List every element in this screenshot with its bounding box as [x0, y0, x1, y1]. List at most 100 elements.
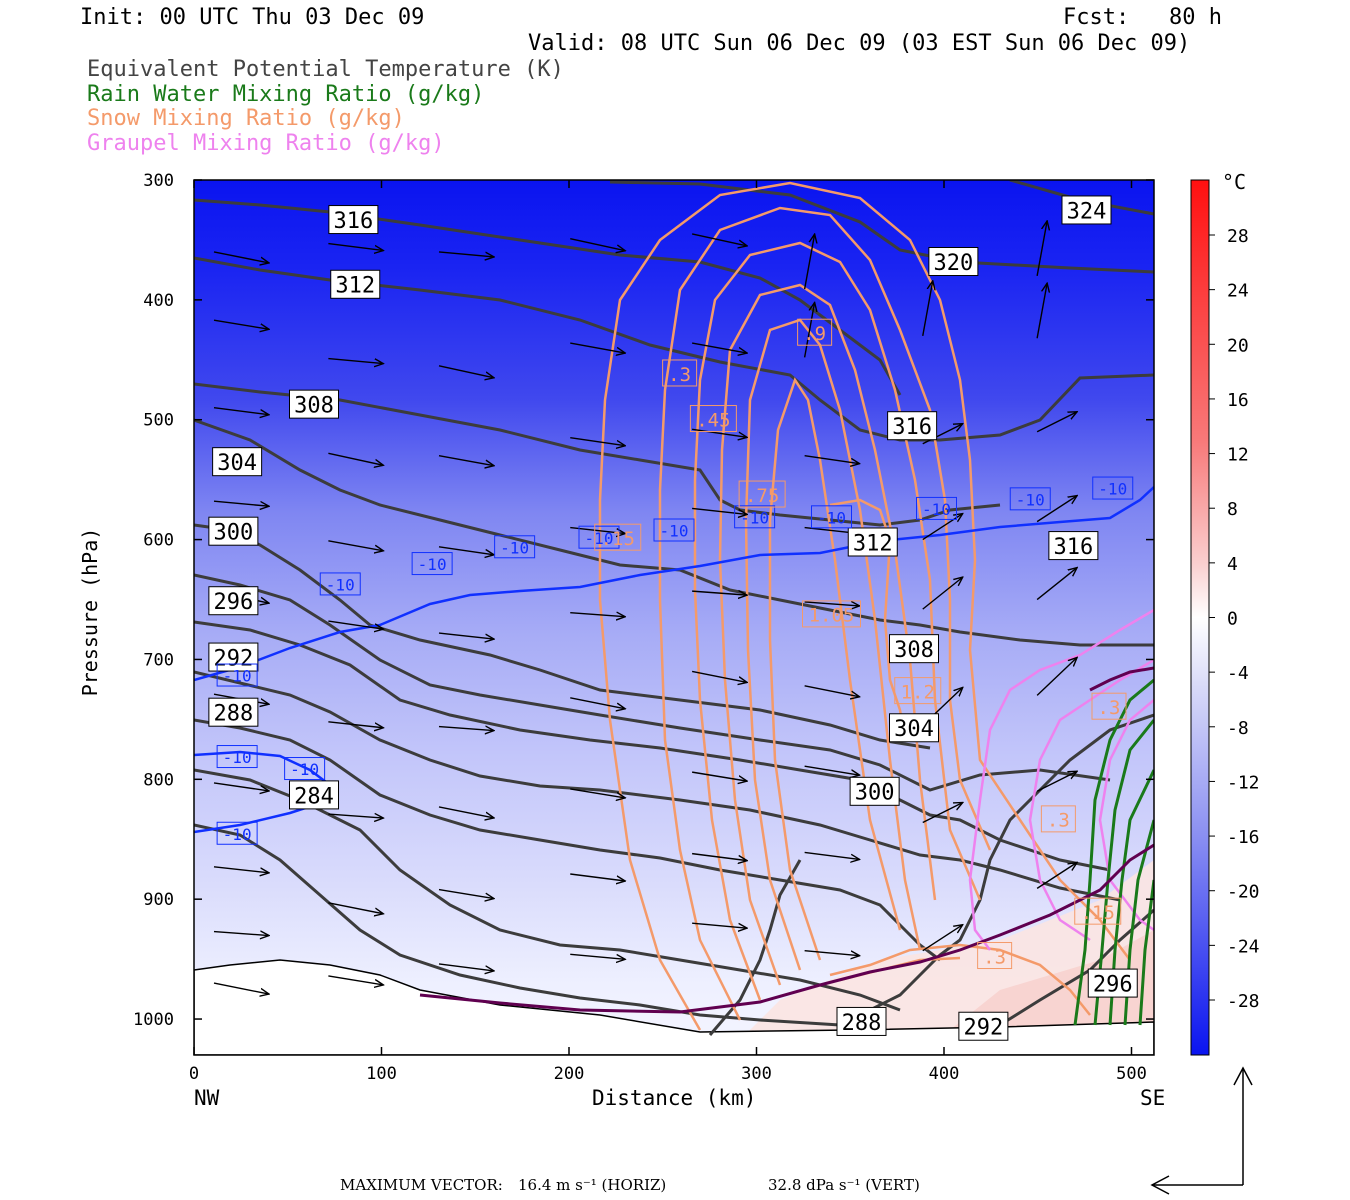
theta-e-label-box [208, 586, 259, 616]
snow-label-box [894, 677, 942, 705]
legend-theta-e: Equivalent Potential Temperature (K) [87, 57, 564, 82]
wind-vector [692, 591, 747, 595]
wind-vector [213, 866, 269, 873]
wind-vector [328, 721, 383, 728]
theta-e-label-box [1048, 531, 1099, 561]
theta-e-label: 308 [294, 394, 334, 419]
wind-vector [1036, 496, 1077, 523]
wind-vector [328, 540, 383, 551]
wind-vector [438, 454, 494, 466]
temp-label-box [216, 745, 258, 769]
temp-label-box [1092, 476, 1134, 500]
max-vector-label: MAXIMUM VECTOR: [340, 1176, 503, 1194]
colorbar-tick-label: -16 [1227, 827, 1260, 848]
colorbar-tick-label: -4 [1227, 663, 1249, 684]
theta-e-label-box [928, 247, 979, 277]
snow-label: .3 [668, 364, 691, 386]
wind-vector [328, 975, 383, 985]
temp-label-box [916, 496, 957, 520]
x-tick-label: 400 [929, 1064, 960, 1084]
wind-vector [570, 697, 625, 709]
wind-vector [213, 251, 269, 263]
wind-vector [692, 771, 747, 781]
wind-vector [922, 802, 963, 824]
temp-label-box [734, 505, 776, 529]
snow-label-box [1040, 805, 1076, 833]
wind-vector [804, 602, 860, 606]
theta-e-label: 284 [294, 784, 334, 809]
wind-vector [570, 788, 625, 798]
freezing-level-contour [419, 843, 1154, 1014]
theta-e-label: 312 [335, 274, 375, 299]
theta-e-label-box [212, 447, 263, 477]
wind-vector [692, 922, 747, 928]
theta-e-label-box [887, 411, 938, 441]
legend-rain: Rain Water Mixing Ratio (g/kg) [87, 82, 485, 107]
wind-vector [803, 302, 815, 358]
wind-vector [438, 963, 494, 971]
snow-label-box [1074, 897, 1122, 925]
wind-vector [570, 148, 625, 153]
theta-e-label-box [330, 269, 381, 299]
theta-e-label: 296 [1093, 972, 1133, 997]
wind-vector [804, 851, 860, 859]
wind-vector [438, 251, 494, 257]
theta-e-label: 312 [853, 531, 893, 556]
temp-label-box [811, 505, 852, 529]
warm-shading-core [950, 930, 1154, 1030]
wind-vector [328, 814, 383, 818]
snow-label-box [594, 523, 642, 551]
theta-e-label-box [1061, 195, 1112, 225]
theta-e-label-box [208, 516, 259, 546]
y-axis-title: Pressure (hPa) [78, 527, 102, 697]
max-vector-horiz: 16.4 m s⁻¹ (HORIZ) [518, 1176, 667, 1194]
wind-vector [328, 242, 383, 251]
wind-vector [438, 888, 494, 899]
wind-vector [438, 365, 494, 378]
wind-vector [804, 765, 860, 775]
temperature-shading [194, 180, 1154, 1055]
wind-vector [803, 234, 815, 290]
wind-vector [439, 151, 494, 158]
wind-vector [804, 950, 860, 956]
max-vector-vert: 32.8 dPa s⁻¹ (VERT) [768, 1176, 920, 1194]
colorbar-tick-label: -12 [1227, 772, 1260, 793]
wind-vector [328, 452, 383, 465]
wind-vector [570, 342, 625, 353]
wind-vector [213, 319, 269, 329]
wind-vector [328, 620, 383, 629]
colorbar [1190, 179, 1210, 1056]
wind-vector [1036, 412, 1077, 433]
snow-label: .3 [1098, 697, 1121, 719]
wind-vector [213, 782, 269, 791]
colorbar-tick-label: 20 [1227, 335, 1249, 356]
wind-vector [922, 281, 933, 336]
wind-vector [570, 953, 625, 959]
wind-vector [328, 357, 383, 364]
temp-label: -10 [740, 508, 769, 527]
theta-e-label-box [836, 1006, 887, 1036]
temp-label: -10 [1098, 480, 1127, 499]
wind-vector [438, 727, 494, 731]
theta-e-label-box [328, 205, 379, 235]
plot-frame [193, 179, 1155, 1056]
colorbar-tick-label: 12 [1227, 445, 1249, 466]
snow-label: 1.05 [809, 605, 855, 627]
temp-label-box [411, 552, 453, 576]
legend-graupel: Graupel Mixing Ratio (g/kg) [87, 131, 445, 156]
y-tick-label: 900 [143, 890, 174, 910]
legend-snow: Snow Mixing Ratio (g/kg) [87, 106, 405, 131]
wind-vector [328, 151, 383, 160]
theta-e-label: 324 [1067, 199, 1107, 224]
wind-vector [691, 233, 747, 246]
theta-e-label-box [847, 527, 898, 557]
colorbar-tick-label: 24 [1227, 281, 1249, 302]
wind-vector [438, 546, 494, 555]
wind-vector [922, 925, 963, 952]
theta-e-label: 320 [934, 251, 974, 276]
snow-contours [598, 181, 1131, 1031]
valid-time: Valid: 08 UTC Sun 06 Dec 09 (03 EST Sun … [528, 31, 1191, 56]
snow-label: .9 [803, 323, 826, 345]
wind-vector [691, 670, 747, 682]
